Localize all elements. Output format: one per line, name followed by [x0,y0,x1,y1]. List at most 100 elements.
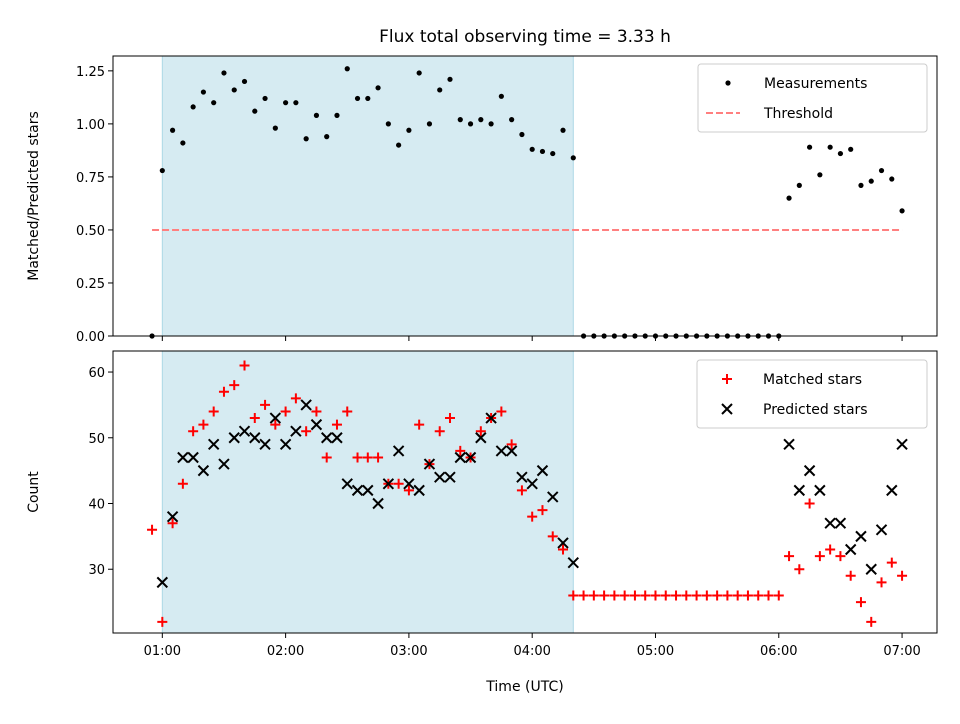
data-point [742,590,753,601]
data-point [283,100,289,106]
data-point [671,590,682,601]
x-tick-label: 06:00 [760,644,797,659]
data-point [331,419,342,430]
data-point [293,100,299,106]
data-point [794,564,805,575]
data-point [238,425,251,437]
data-point [876,577,887,588]
data-point [169,127,176,133]
data-point [866,616,877,627]
axes-frame [112,350,938,634]
data-point [403,478,415,490]
data-point [817,172,823,178]
data-point [578,590,589,601]
data-point [475,426,486,437]
data-point [301,426,312,437]
data-point [334,112,340,118]
x-tick-label: 04:00 [513,644,550,659]
data-point [270,419,281,430]
data-point [159,167,165,174]
data-point [344,66,350,72]
data-point [619,590,630,601]
series-measurements [149,66,905,339]
shaded-interval [161,55,574,337]
data-point [886,557,897,568]
legend-box [697,63,928,133]
data-point [207,438,220,451]
y-tick-label: 0.75 [76,171,105,186]
data-point [180,140,186,146]
data-point [373,452,384,463]
data-point [488,121,494,127]
data-point [848,146,854,152]
data-point [311,406,322,417]
data-point [434,426,445,437]
data-point [342,406,353,417]
data-point [496,406,507,417]
y-tick-label: 0.25 [76,277,105,292]
data-point [834,517,847,529]
data-point [803,464,816,477]
data-point [434,471,446,483]
data-point [290,425,302,437]
data-point [372,497,384,510]
data-point [547,491,559,503]
data-point [341,478,353,490]
data-point [529,146,535,152]
data-point [897,570,908,581]
data-point [701,590,712,601]
data-point [650,590,661,601]
data-point [403,485,414,496]
data-point [793,484,806,497]
data-point [406,127,412,133]
data-point [516,485,527,496]
data-point [280,406,291,417]
data-point [392,445,405,457]
data-point [382,478,395,490]
data-point [454,451,466,464]
data-point [519,131,525,138]
axes-frame [112,55,938,337]
data-point [722,590,733,601]
data-point [681,590,692,601]
data-point [231,87,237,93]
data-point [773,590,784,601]
data-point [547,531,558,542]
data-point [844,543,857,556]
bottom-panel: 01:00 02:00 03:00 04:00 05:00 06:00 07:00 30 40 5… [26,350,938,695]
data-point [509,117,515,123]
data-point [426,121,433,127]
data-point [352,452,363,463]
data-point [147,524,158,535]
x-tick-label: 07:00 [883,644,920,659]
data-point [516,471,528,483]
data-point [527,511,538,522]
data-point [824,517,836,529]
data-point [416,70,422,76]
data-point [437,87,443,93]
data-point [252,108,258,114]
data-point [166,510,179,523]
x-tick-label: 02:00 [267,644,304,659]
series-predicted-stars [156,399,908,589]
data-point [629,590,640,601]
data-point [290,393,301,404]
data-point [269,412,282,424]
y-tick-label: 40 [88,498,105,513]
data-point [200,89,207,95]
data-point [455,445,466,456]
data-point [845,570,856,581]
y-axis-label: Count [26,471,42,513]
data-point [855,530,867,543]
y-tick-label: 30 [88,563,105,578]
data-point [875,524,888,536]
data-point [804,498,815,509]
data-point [423,458,436,470]
data-point [221,70,227,76]
data-point [279,438,292,451]
data-point [303,136,309,142]
data-point [712,590,723,601]
data-point [536,464,549,477]
x-tick-label: 03:00 [390,644,427,659]
data-point [218,386,229,397]
